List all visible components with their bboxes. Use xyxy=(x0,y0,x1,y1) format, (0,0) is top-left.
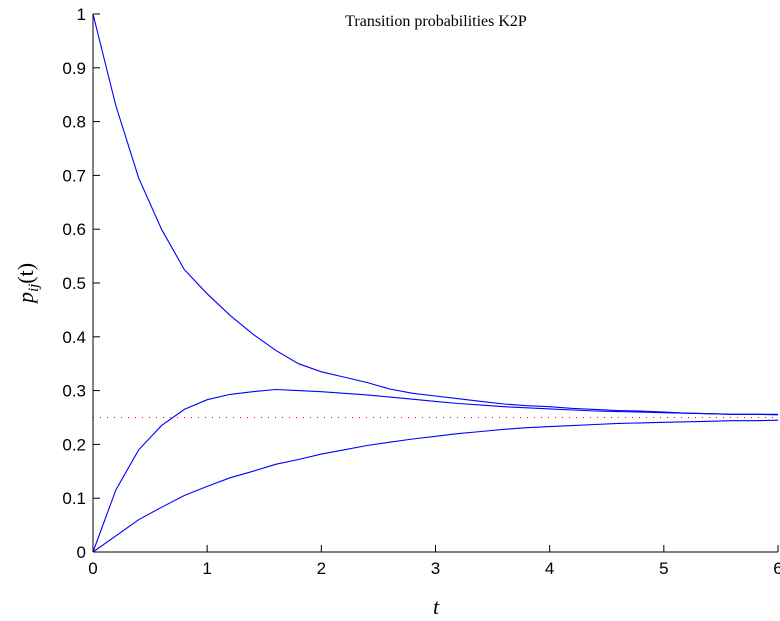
ticks-layer: 0 1 2 3 4 5 6 0 0.1 0.2 0.3 0.4 0.5 0.6 0.7 0.8 0.9 1 xyxy=(62,5,780,578)
y-tick-label: 0.5 xyxy=(62,274,86,293)
x-tick-label: 6 xyxy=(773,559,780,578)
x-tick-label: 4 xyxy=(545,559,554,578)
x-tick-label: 3 xyxy=(431,559,440,578)
y-axis-label-main: p xyxy=(13,292,38,305)
x-tick-label: 1 xyxy=(202,559,211,578)
y-tick-label: 0.4 xyxy=(62,328,86,347)
axes-layer xyxy=(92,14,778,553)
y-tick-label: 0.6 xyxy=(62,220,86,239)
x-tick-label: 2 xyxy=(317,559,326,578)
x-tick-label: 5 xyxy=(659,559,668,578)
y-tick-label: 0 xyxy=(77,543,86,562)
y-tick-label: 1 xyxy=(77,5,86,24)
series-line-1 xyxy=(92,13,778,415)
x-axis-label: t xyxy=(433,594,440,619)
y-tick-label: 0.9 xyxy=(62,59,86,78)
y-tick-label: 0.7 xyxy=(62,166,86,185)
y-axis-label: pij(t) xyxy=(13,263,42,305)
y-tick-label: 0.1 xyxy=(62,489,86,508)
y-axis-label-args: (t) xyxy=(13,263,38,284)
chart-title: Transition probabilities K2P xyxy=(345,13,527,30)
y-tick-label: 0.8 xyxy=(62,113,86,132)
series-line-2 xyxy=(92,388,779,553)
series-line-3 xyxy=(92,419,779,553)
y-axis-label-subscript: ij xyxy=(26,284,42,292)
y-tick-label: 0.2 xyxy=(62,435,86,454)
x-tick-label: 0 xyxy=(88,559,97,578)
series-layer xyxy=(92,13,779,553)
y-tick-label: 0.3 xyxy=(62,382,86,401)
